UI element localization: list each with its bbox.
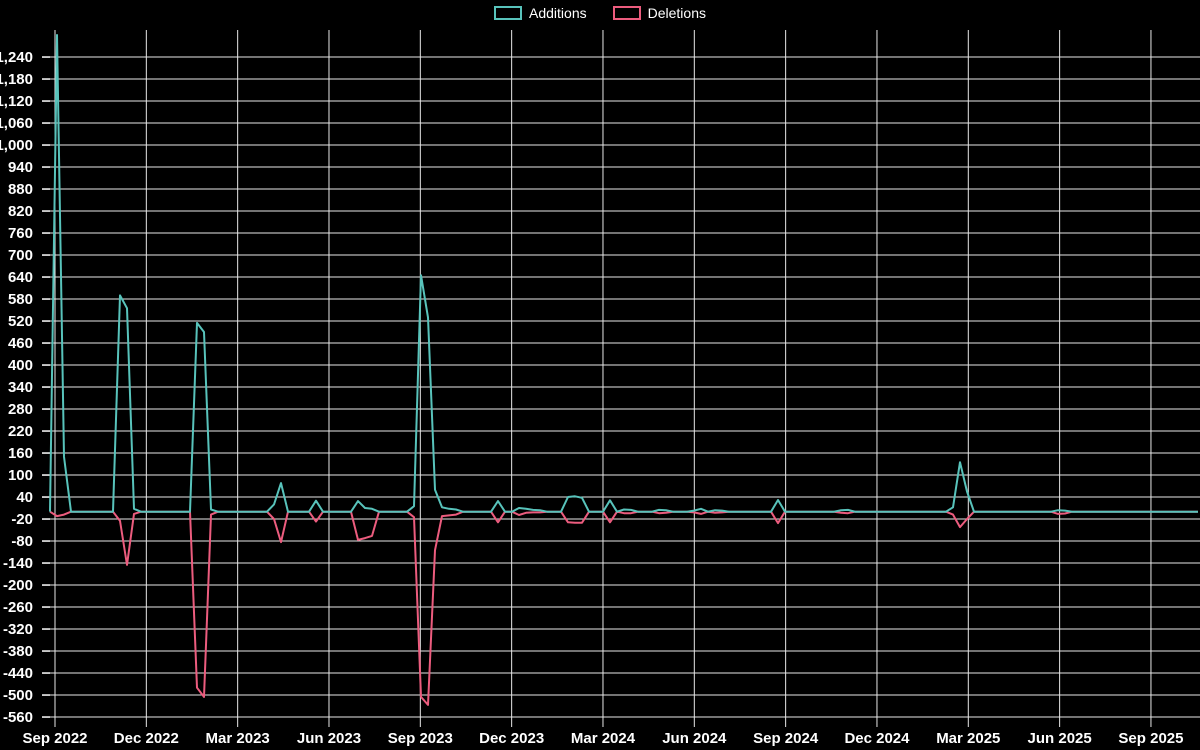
y-tick-label: -80 bbox=[11, 533, 33, 550]
y-tick-label: -440 bbox=[3, 665, 33, 682]
y-tick-label: -140 bbox=[3, 555, 33, 572]
legend-label-additions: Additions bbox=[529, 5, 587, 21]
y-tick-label: 280 bbox=[8, 401, 33, 418]
y-tick-label: 880 bbox=[8, 181, 33, 198]
y-tick-label: 100 bbox=[8, 467, 33, 484]
y-tick-label: -20 bbox=[11, 511, 33, 528]
x-tick-label: Mar 2024 bbox=[571, 730, 636, 747]
x-tick-label: Jun 2023 bbox=[297, 730, 361, 747]
y-tick-label: 1,060 bbox=[0, 115, 33, 132]
y-tick-label: 520 bbox=[8, 313, 33, 330]
x-tick-label: Mar 2025 bbox=[936, 730, 1000, 747]
y-tick-label: 460 bbox=[8, 335, 33, 352]
y-tick-label: 640 bbox=[8, 269, 33, 286]
x-tick-label: Dec 2022 bbox=[114, 730, 179, 747]
y-tick-label: -380 bbox=[3, 643, 33, 660]
x-tick-label: Sep 2024 bbox=[753, 730, 819, 747]
y-tick-label: 160 bbox=[8, 445, 33, 462]
y-tick-label: 220 bbox=[8, 423, 33, 440]
additions-swatch-icon bbox=[494, 6, 523, 20]
y-tick-label: 580 bbox=[8, 291, 33, 308]
deletions-swatch-icon bbox=[612, 6, 641, 20]
x-tick-label: Dec 2023 bbox=[479, 730, 544, 747]
y-tick-label: 940 bbox=[8, 159, 33, 176]
y-tick-label: 400 bbox=[8, 357, 33, 374]
y-tick-label: 1,000 bbox=[0, 137, 33, 154]
y-tick-label: 1,120 bbox=[0, 93, 33, 110]
x-tick-label: Jun 2024 bbox=[662, 730, 727, 747]
y-tick-label: 820 bbox=[8, 203, 33, 220]
y-tick-label: 700 bbox=[8, 247, 33, 264]
y-tick-label: 40 bbox=[16, 489, 33, 506]
x-tick-label: Jun 2025 bbox=[1028, 730, 1092, 747]
x-tick-label: Sep 2025 bbox=[1118, 730, 1183, 747]
y-tick-label: 1,180 bbox=[0, 71, 33, 88]
legend-item-additions[interactable]: Additions bbox=[494, 5, 587, 21]
legend-item-deletions[interactable]: Deletions bbox=[612, 5, 706, 21]
y-tick-label: 340 bbox=[8, 379, 33, 396]
x-tick-label: Sep 2022 bbox=[22, 730, 87, 747]
legend: Additions Deletions bbox=[0, 5, 1200, 21]
y-tick-label: -500 bbox=[3, 687, 33, 704]
x-tick-label: Dec 2024 bbox=[844, 730, 910, 747]
y-tick-label: 1,240 bbox=[0, 49, 33, 66]
legend-label-deletions: Deletions bbox=[647, 5, 706, 21]
x-tick-label: Sep 2023 bbox=[388, 730, 453, 747]
x-tick-label: Mar 2023 bbox=[206, 730, 270, 747]
y-tick-label: -320 bbox=[3, 621, 33, 638]
y-tick-label: 760 bbox=[8, 225, 33, 242]
additions-line bbox=[49, 34, 1198, 513]
y-tick-label: -560 bbox=[3, 709, 33, 726]
y-tick-label: -260 bbox=[3, 599, 33, 616]
y-tick-label: -200 bbox=[3, 577, 33, 594]
